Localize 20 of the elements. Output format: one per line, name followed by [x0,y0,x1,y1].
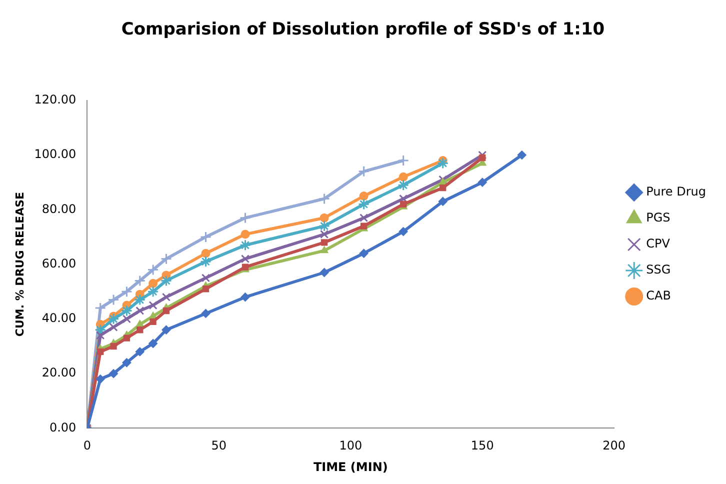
legend-label: PGS [646,210,670,225]
y-axis-title: CUM. % DRUG RELEASE [13,192,26,337]
chart-title: Comparision of Dissolution profile of SSD's of 1:10 [121,20,605,40]
y-tick-label: 80.00 [42,202,76,216]
y-tick-label: 100.00 [34,147,76,162]
y-tick-label: 20.00 [42,366,76,380]
x-tick-label: 50 [211,438,227,453]
x-axis-title: TIME (MIN) [313,460,388,474]
legend-label: CPV [646,236,671,251]
x-tick-label: 150 [470,438,494,453]
y-tick-label: 40.00 [42,311,76,326]
x-tick-label: 0 [83,438,92,453]
y-tick-label: 60.00 [42,256,76,270]
legend-label: Pure Drug [646,184,706,199]
legend-label: SSG [646,262,671,277]
legend-label: CAB [646,288,671,303]
x-tick-label: 100 [339,438,362,453]
y-tick-label: 0.00 [49,420,76,434]
x-tick-label: 200 [602,438,626,453]
y-tick-label: 120.00 [34,92,76,107]
